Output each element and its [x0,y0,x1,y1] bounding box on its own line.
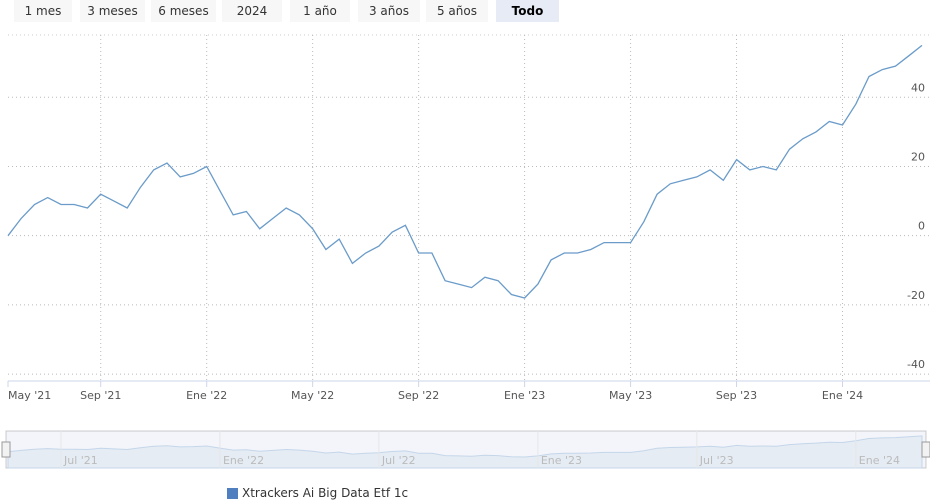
range-button[interactable]: 3 años [358,0,420,22]
navigator-label: Ene '23 [541,454,582,467]
navigator-handle[interactable] [1,441,11,458]
x-tick-label: Sep '21 [80,389,121,402]
x-tick-label: May '23 [609,389,652,402]
line-series [7,44,923,299]
range-button[interactable]: 3 meses [80,0,145,22]
x-tick-label: Ene '22 [186,389,227,402]
y-tick-label: 20 [911,150,925,163]
navigator-label: Jul '23 [699,454,734,467]
x-tick-label: May '21 [8,389,51,402]
legend-symbol[interactable] [227,488,238,499]
y-tick-label: -20 [907,289,925,302]
navigator-mask [6,431,926,468]
range-button[interactable]: 6 meses [151,0,216,22]
range-button[interactable]: 2024 [222,0,282,22]
x-tick-label: Sep '23 [716,389,757,402]
navigator-series [7,435,923,469]
navigator-label: Ene '22 [223,454,264,467]
x-tick-label: Ene '23 [504,389,545,402]
navigator-handle[interactable] [921,441,930,458]
x-tick-label: Sep '22 [398,389,439,402]
y-tick-label: 0 [918,220,925,233]
y-tick-label: -40 [907,358,925,371]
range-button[interactable]: 1 mes [14,0,72,22]
range-button[interactable]: 1 año [290,0,350,22]
x-tick-label: May '22 [291,389,334,402]
range-button[interactable]: Todo [496,0,559,22]
navigator-label: Jul '21 [63,454,98,467]
y-tick-label: 40 [911,81,925,94]
legend-label[interactable]: Xtrackers Ai Big Data Etf 1c [242,486,408,500]
range-button[interactable]: 5 años [426,0,488,22]
navigator-label: Ene '24 [859,454,900,467]
x-tick-label: Ene '24 [822,389,863,402]
navigator-label: Jul '22 [381,454,416,467]
